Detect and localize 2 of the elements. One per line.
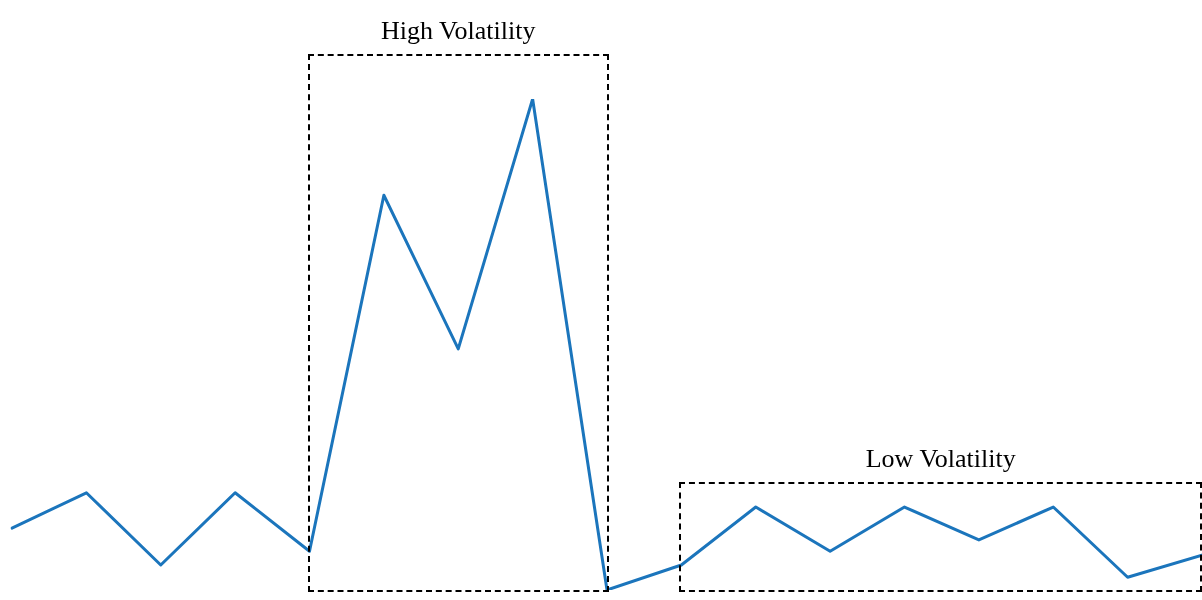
annotation: Low Volatility [865, 444, 1016, 475]
text: High Volatility [381, 16, 536, 46]
